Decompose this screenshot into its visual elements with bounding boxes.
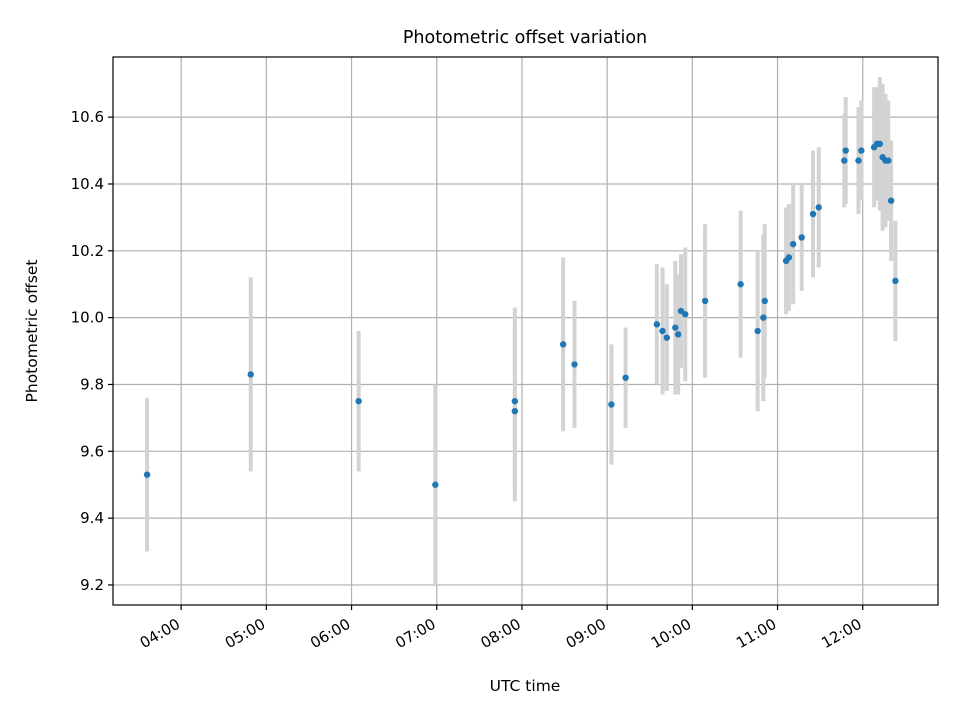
y-tick-label: 10.2 bbox=[71, 242, 104, 260]
data-point bbox=[841, 157, 848, 164]
data-point bbox=[701, 297, 709, 305]
data-point bbox=[571, 361, 578, 368]
x-tick-label: 05:00 bbox=[222, 615, 268, 652]
data-point bbox=[754, 327, 761, 335]
data-point bbox=[876, 140, 883, 148]
x-tick-label: 07:00 bbox=[392, 615, 438, 652]
data-points bbox=[143, 140, 899, 488]
data-point bbox=[653, 321, 661, 328]
data-point bbox=[789, 240, 797, 248]
data-point bbox=[511, 407, 519, 415]
y-tick-label: 10.4 bbox=[71, 175, 104, 193]
data-point bbox=[355, 397, 362, 405]
x-axis-label: UTC time bbox=[490, 677, 561, 695]
data-point bbox=[247, 371, 254, 378]
data-point bbox=[785, 254, 793, 261]
data-point bbox=[511, 397, 519, 405]
plot-frame bbox=[112, 56, 939, 606]
y-tick-label: 9.6 bbox=[80, 442, 104, 460]
data-point bbox=[761, 297, 768, 305]
data-point bbox=[855, 157, 862, 164]
chart-title: Photometric offset variation bbox=[403, 28, 647, 48]
data-point bbox=[885, 157, 892, 164]
data-point bbox=[432, 481, 439, 488]
x-tick-label: 06:00 bbox=[307, 615, 353, 652]
data-point bbox=[815, 204, 822, 211]
data-point bbox=[143, 471, 151, 478]
y-axis-label: Photometric offset bbox=[23, 260, 41, 403]
data-point bbox=[622, 374, 629, 381]
data-point bbox=[663, 334, 670, 341]
data-point bbox=[737, 281, 744, 288]
data-point bbox=[798, 234, 805, 241]
axis-ticks: 04:00 05:00 06:00 07:00 08:00 09:00 10:00 11:00… bbox=[71, 108, 865, 652]
data-point bbox=[659, 327, 666, 335]
x-tick-label: 09:00 bbox=[563, 615, 609, 652]
y-tick-label: 10.0 bbox=[71, 309, 104, 327]
y-tick-label: 9.4 bbox=[80, 509, 104, 527]
error-bars bbox=[145, 77, 898, 585]
data-point bbox=[760, 314, 767, 321]
data-point bbox=[608, 401, 615, 408]
y-tick-label: 9.8 bbox=[80, 375, 104, 393]
x-tick-label: 11:00 bbox=[733, 615, 779, 652]
x-tick-label: 04:00 bbox=[137, 615, 183, 652]
data-point bbox=[682, 311, 689, 318]
data-point bbox=[887, 197, 895, 204]
y-tick-label: 10.6 bbox=[71, 108, 104, 126]
data-point bbox=[809, 210, 817, 218]
data-point bbox=[674, 331, 682, 338]
data-point bbox=[842, 147, 849, 154]
data-point bbox=[892, 277, 899, 285]
y-tick-label: 9.2 bbox=[80, 576, 104, 594]
data-point bbox=[559, 341, 567, 348]
data-point bbox=[858, 147, 865, 154]
x-tick-label: 08:00 bbox=[478, 615, 524, 652]
data-point bbox=[672, 324, 679, 331]
x-tick-label: 12:00 bbox=[818, 615, 864, 652]
x-tick-label: 10:00 bbox=[648, 615, 694, 652]
grid bbox=[113, 57, 938, 605]
